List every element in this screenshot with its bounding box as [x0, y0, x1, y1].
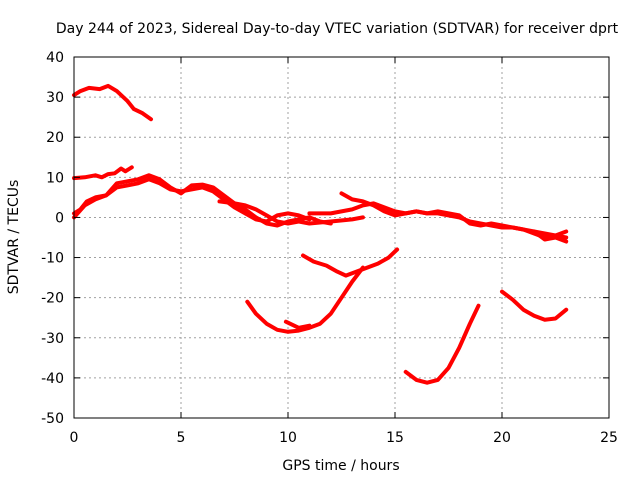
series-arc-8	[245, 265, 365, 334]
series-arc-5	[217, 199, 365, 226]
series-arc-11	[403, 303, 481, 385]
series-arc-3	[72, 173, 333, 228]
y-tick-label: -30	[41, 331, 64, 347]
x-axis-label: GPS time / hours	[282, 458, 399, 474]
series-arc-2	[72, 165, 134, 181]
x-tick-label: 15	[386, 430, 404, 446]
y-tick-label: 10	[46, 170, 64, 186]
axis-ticks: 0 5 10 15 20 25 -50 -40 -30 -20 -10 0 10 20 30 40	[41, 50, 618, 446]
y-tick-label: 0	[55, 210, 64, 226]
grid	[74, 57, 609, 418]
x-tick-label: 25	[600, 430, 618, 446]
plot-frame	[73, 56, 610, 419]
series-arc-13	[532, 229, 569, 244]
y-tick-label: -10	[41, 251, 64, 267]
x-tick-label: 10	[279, 430, 297, 446]
series-arc-10	[301, 247, 400, 278]
y-tick-label: -20	[41, 291, 64, 307]
y-tick-label: 20	[46, 130, 64, 146]
y-tick-label: 40	[46, 50, 64, 66]
y-axis-label: SDTVAR / TECUs	[6, 180, 22, 295]
series-arc-12	[500, 289, 569, 322]
plot-area	[72, 83, 569, 385]
series-arc-7	[339, 191, 569, 240]
chart-title: Day 244 of 2023, Sidereal Day-to-day VTE…	[56, 21, 619, 37]
y-tick-label: 30	[46, 90, 64, 106]
series-arc-9	[283, 319, 312, 330]
x-tick-label: 20	[493, 430, 511, 446]
y-tick-label: -40	[41, 371, 64, 387]
x-tick-label: 5	[177, 430, 186, 446]
x-tick-label: 0	[70, 430, 79, 446]
y-tick-label: -50	[41, 411, 64, 427]
series-arc-1	[72, 83, 153, 122]
